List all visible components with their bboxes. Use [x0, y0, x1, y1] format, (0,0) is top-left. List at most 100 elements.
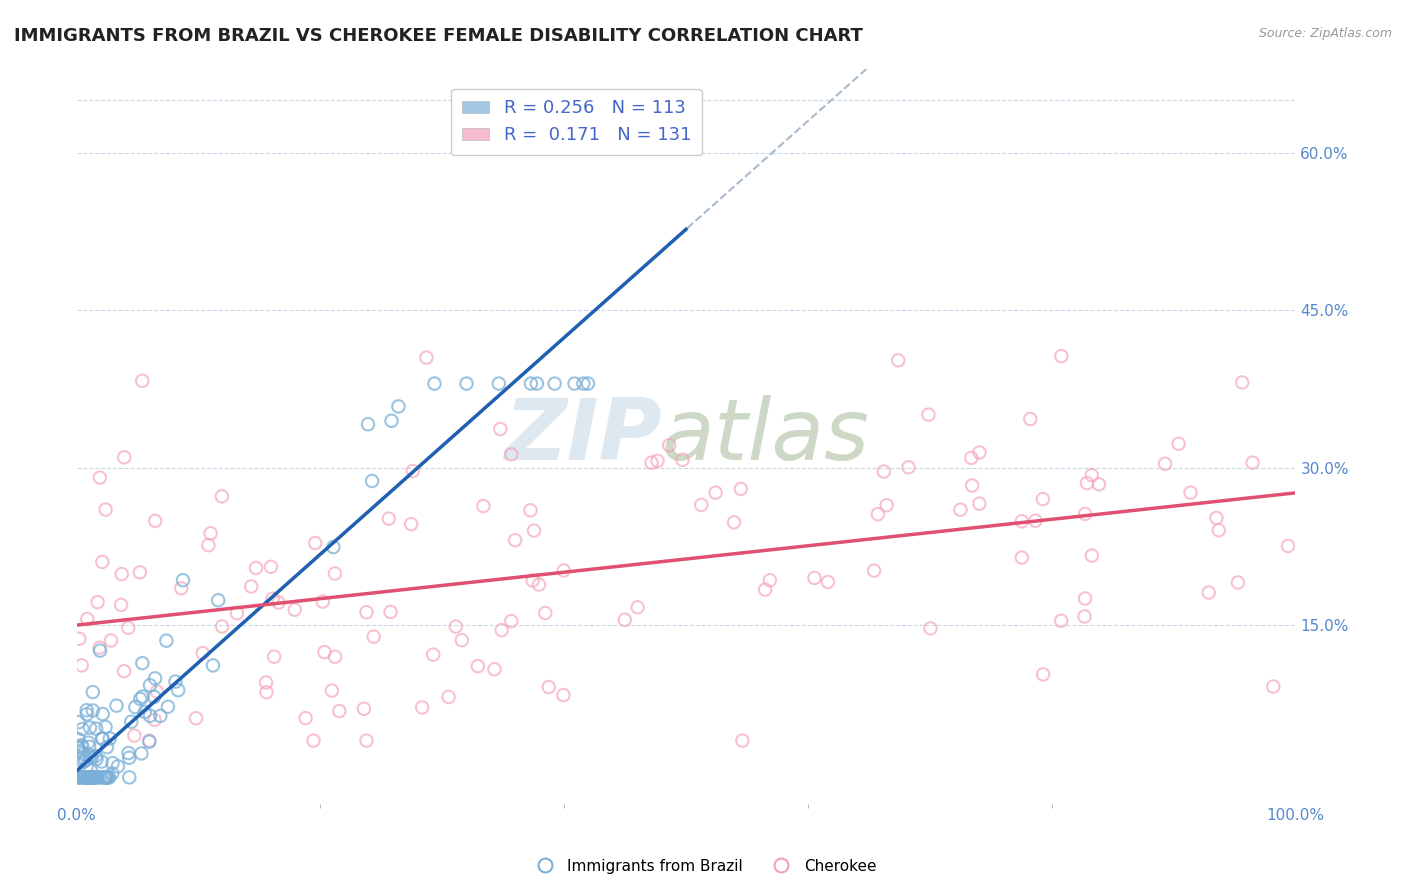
Point: [730, 482, 752, 496]
Point: [467, 659, 489, 673]
Point: [537, 680, 560, 694]
Point: [1024, 514, 1046, 528]
Point: [520, 376, 543, 391]
Point: [647, 454, 669, 468]
Point: [294, 711, 316, 725]
Point: [380, 414, 402, 428]
Point: [356, 605, 378, 619]
Point: [1019, 412, 1042, 426]
Legend: Immigrants from Brazil, Cherokee: Immigrants from Brazil, Cherokee: [523, 853, 883, 880]
Point: [80, 770, 103, 784]
Point: [211, 489, 233, 503]
Point: [70, 770, 93, 784]
Point: [472, 499, 495, 513]
Point: [124, 700, 146, 714]
Point: [89, 470, 111, 484]
Point: [321, 683, 343, 698]
Point: [155, 633, 177, 648]
Point: [640, 456, 662, 470]
Point: [107, 759, 129, 773]
Point: [1263, 680, 1285, 694]
Point: [83, 770, 105, 784]
Point: [690, 498, 713, 512]
Point: [191, 646, 214, 660]
Point: [77, 735, 100, 749]
Point: [67, 732, 90, 747]
Point: [82, 770, 104, 784]
Point: [73, 770, 96, 784]
Point: [80, 770, 103, 784]
Point: [82, 685, 104, 699]
Point: [328, 704, 350, 718]
Point: [75, 754, 97, 768]
Point: [131, 747, 153, 761]
Point: [759, 573, 782, 587]
Point: [167, 683, 190, 698]
Point: [100, 633, 122, 648]
Point: [519, 503, 541, 517]
Point: [1074, 507, 1097, 521]
Point: [94, 770, 117, 784]
Point: [456, 376, 478, 391]
Point: [67, 632, 90, 646]
Point: [86, 770, 108, 784]
Point: [897, 460, 920, 475]
Point: [1032, 492, 1054, 507]
Point: [77, 770, 100, 784]
Point: [139, 708, 162, 723]
Point: [80, 770, 103, 784]
Point: [489, 422, 512, 436]
Point: [1011, 550, 1033, 565]
Point: [658, 438, 681, 452]
Point: [503, 533, 526, 548]
Point: [1180, 485, 1202, 500]
Point: [76, 707, 98, 722]
Point: [260, 559, 283, 574]
Point: [138, 734, 160, 748]
Point: [1167, 436, 1189, 450]
Text: ZIP: ZIP: [503, 394, 662, 477]
Point: [411, 700, 433, 714]
Point: [72, 770, 94, 784]
Point: [143, 671, 166, 685]
Point: [969, 497, 991, 511]
Point: [1080, 468, 1102, 483]
Point: [491, 623, 513, 637]
Point: [357, 417, 380, 432]
Point: [131, 690, 153, 704]
Point: [131, 374, 153, 388]
Point: [378, 511, 401, 525]
Point: [356, 733, 378, 747]
Point: [564, 376, 586, 391]
Point: [1050, 614, 1073, 628]
Point: [112, 450, 135, 465]
Point: [83, 770, 105, 784]
Point: [83, 770, 105, 784]
Point: [920, 621, 942, 635]
Point: [91, 706, 114, 721]
Point: [118, 770, 141, 784]
Point: [90, 755, 112, 769]
Point: [172, 573, 194, 587]
Point: [93, 770, 115, 784]
Point: [501, 614, 523, 628]
Point: [66, 770, 89, 784]
Point: [1241, 456, 1264, 470]
Point: [876, 498, 898, 512]
Point: [527, 577, 550, 591]
Point: [523, 524, 546, 538]
Point: [543, 376, 565, 391]
Point: [79, 764, 101, 778]
Point: [96, 770, 118, 784]
Point: [1073, 609, 1095, 624]
Point: [84, 749, 107, 764]
Point: [73, 770, 96, 784]
Point: [73, 770, 96, 784]
Point: [67, 715, 90, 730]
Point: [1074, 591, 1097, 606]
Text: Source: ZipAtlas.com: Source: ZipAtlas.com: [1258, 27, 1392, 40]
Point: [89, 640, 111, 655]
Point: [754, 582, 776, 597]
Point: [70, 658, 93, 673]
Point: [84, 770, 107, 784]
